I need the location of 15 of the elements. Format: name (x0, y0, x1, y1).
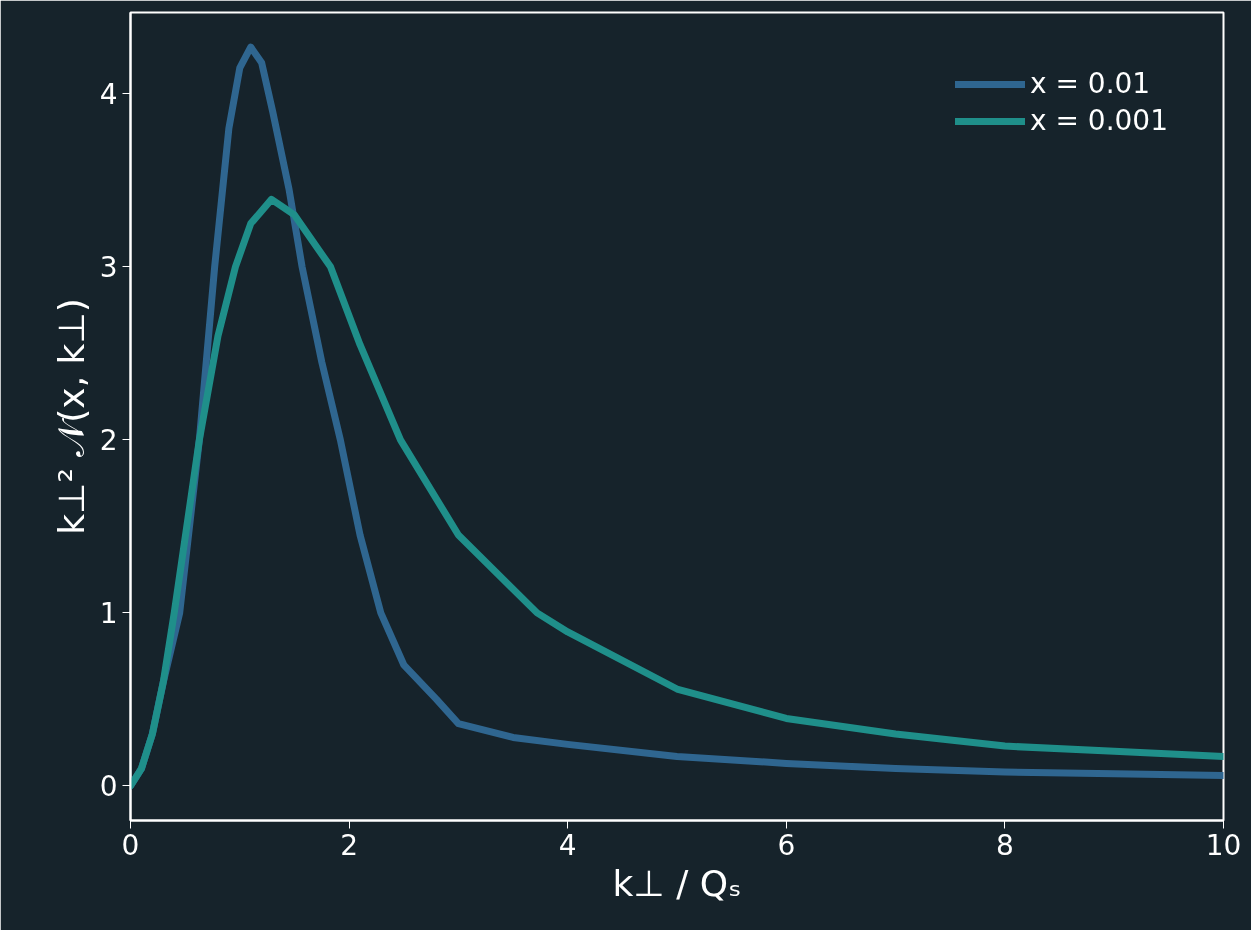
x-tick-label: 6 (777, 828, 796, 862)
y-tick-label: 2 (99, 424, 118, 458)
x-tick-label: 8 (995, 828, 1014, 862)
x-tick-label: 2 (340, 828, 359, 862)
y-axis-title: k⊥² 𝒩(x, k⊥) (50, 298, 92, 535)
y-tick-label: 4 (99, 78, 118, 112)
x-tick-label: 10 (1205, 828, 1242, 862)
x-tick-label: 4 (558, 828, 577, 862)
y-tick-label: 0 (99, 770, 118, 804)
x-axis-title: k⊥ / Qₛ (612, 862, 742, 904)
x-tick-label: 0 (121, 828, 140, 862)
legend-label: x = 0.01 (1030, 67, 1151, 100)
y-tick-label: 3 (99, 251, 118, 285)
legend-label: x = 0.001 (1030, 104, 1168, 137)
y-tick-label: 1 (99, 597, 118, 631)
